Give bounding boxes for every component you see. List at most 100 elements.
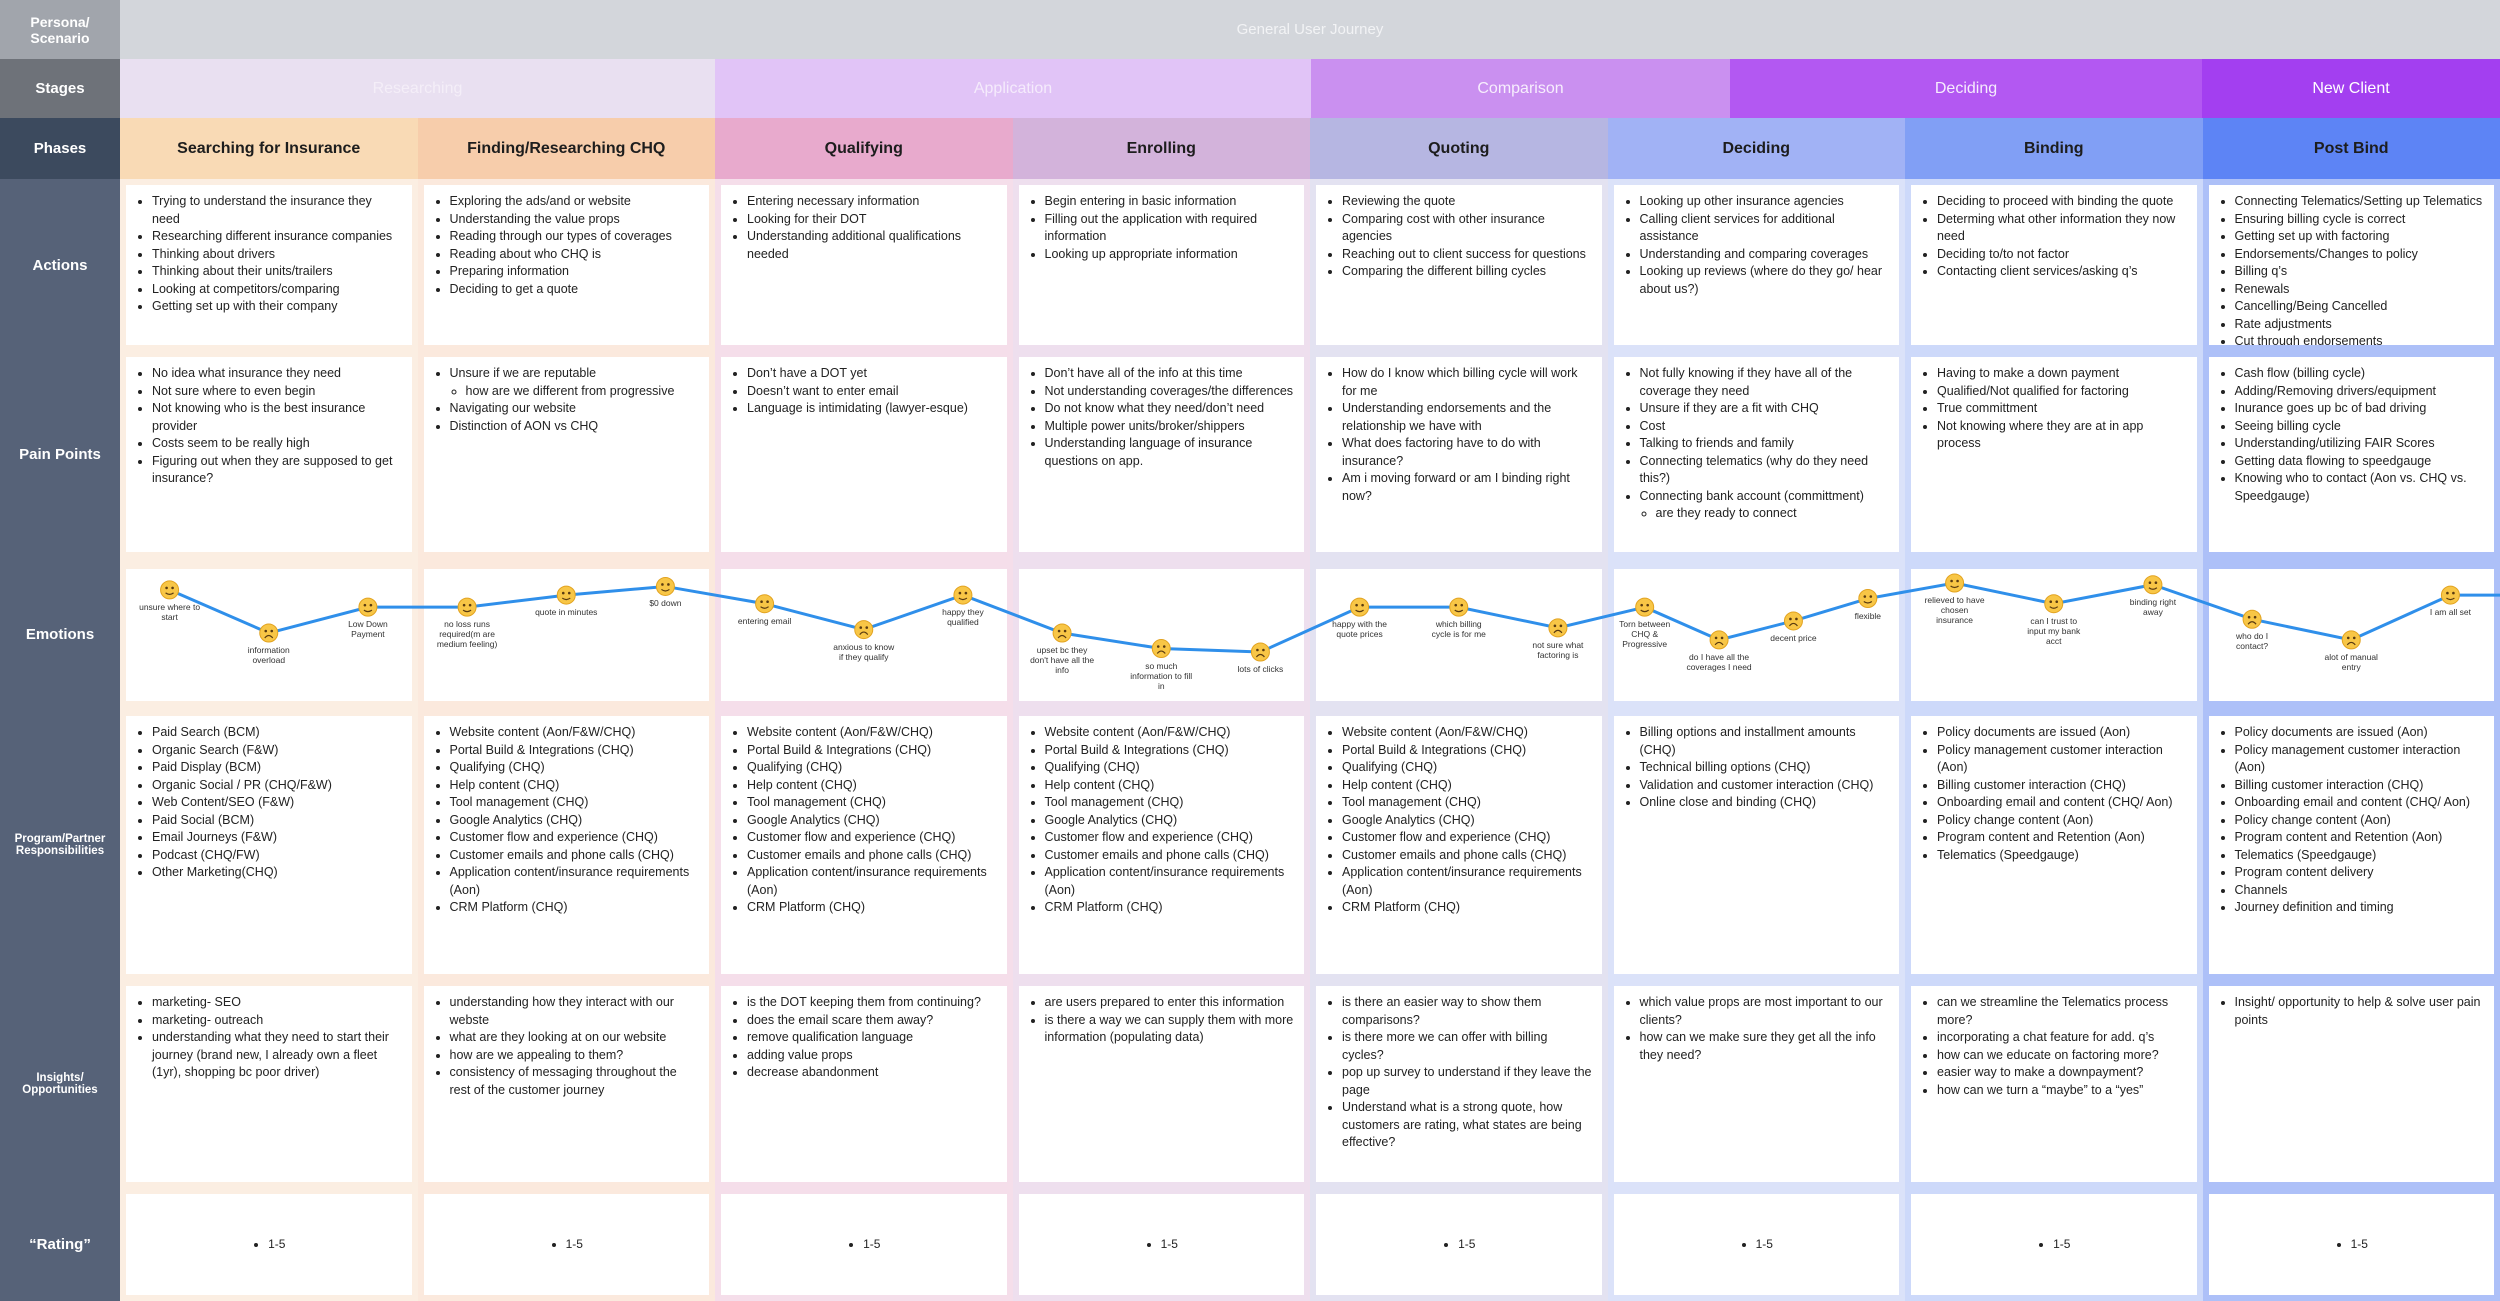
bullet-list: marketing- SEOmarketing- outreachunderst… [136,994,402,1082]
emotion-face [1635,597,1655,617]
emotion-face [2341,630,2361,650]
bullet: Journey definition and timing [2235,899,2485,917]
bullet: Portal Build & Integrations (CHQ) [747,742,997,760]
bullet: Podcast (CHQ/FW) [152,847,402,865]
bullet: consistency of messaging throughout the … [450,1064,700,1099]
bullet: Endorsements/Changes to policy [2235,246,2485,264]
bullet: Billing options and installment amounts … [1640,724,1890,759]
bullet: Getting set up with their company [152,298,402,316]
card: Website content (Aon/F&W/CHQ)Portal Buil… [1018,716,1304,974]
phase: Binding [1905,118,2203,179]
bullet: Multiple power units/broker/shippers [1045,418,1295,436]
bullet-list: 1-5 [2037,1236,2070,1254]
bullet: is there an easier way to show them comp… [1342,994,1592,1029]
bullet: 1-5 [1458,1236,1475,1254]
bullet-text: Connecting bank account (committment) [1639,488,1864,503]
bullet: 1-5 [2053,1236,2070,1254]
emotion-label: unsure where to start [139,601,201,622]
row-label: Emotions [25,625,95,643]
bullet: Cash flow (billing cycle) [2235,365,2485,383]
bullet: Tool management (CHQ) [1045,794,1295,812]
bullet: Website content (Aon/F&W/CHQ) [747,724,997,742]
bullet: Onboarding email and content (CHQ/ Aon) [1937,794,2187,812]
card: Website content (Aon/F&W/CHQ)Portal Buil… [1316,716,1602,974]
bullet-list: which value props are most important to … [1624,994,1890,1064]
bullet: Distinction of AON vs CHQ [450,418,700,436]
bullet: Tool management (CHQ) [747,794,997,812]
bullet: Researching different insurance companie… [152,228,402,246]
bullet: Portal Build & Integrations (CHQ) [1045,742,1295,760]
bullet: Tool management (CHQ) [450,794,700,812]
bullet: Rate adjustments [2235,316,2485,334]
bullet: Organic Search (F&W) [152,742,402,760]
bullet: Entering necessary information [747,193,997,211]
bullet-list: are users prepared to enter this informa… [1029,994,1295,1047]
stage: Application [715,59,1311,118]
bullet: Portal Build & Integrations (CHQ) [1342,742,1592,760]
bullet: Google Analytics (CHQ) [1045,812,1295,830]
bullet: Online close and binding (CHQ) [1640,794,1890,812]
bullet: Not knowing where they are at in app pro… [1937,418,2187,453]
bullet: Don’t have a DOT yet [747,365,997,383]
bullet: adding value props [747,1047,997,1065]
card: 1-5 [721,1194,1007,1295]
emotion-face [457,597,477,617]
bullet-list: 1-5 [550,1236,583,1254]
card: can we streamline the Telematics process… [1911,986,2197,1182]
bullet-list: Exploring the ads/and or websiteUndersta… [434,193,700,298]
bullet-list: Trying to understand the insurance they … [136,193,402,316]
bullet: Program content and Retention (Aon) [1937,829,2187,847]
bullet-list: 1-5 [2335,1236,2368,1254]
bullet: Paid Display (BCM) [152,759,402,777]
emotion-label: do I have all the coverages I need [1686,651,1752,672]
emotion-face [2242,609,2262,629]
bullet: Exploring the ads/and or website [450,193,700,211]
bullet: how can we turn a “maybe” to a “yes” [1937,1082,2187,1100]
bullet: Website content (Aon/F&W/CHQ) [450,724,700,742]
card: No idea what insurance they needNot sure… [126,357,412,552]
bullet: easier way to make a downpayment? [1937,1064,2187,1082]
bullet: Customer flow and experience (CHQ) [1342,829,1592,847]
bullet: Website content (Aon/F&W/CHQ) [1342,724,1592,742]
bullet: Contacting client services/asking q’s [1937,263,2187,281]
bullet: Deciding to/to not factor [1937,246,2187,264]
bullet-list: Begin entering in basic informationFilli… [1029,193,1295,263]
bullet: Inurance goes up bc of bad driving [2235,400,2485,418]
card: Don’t have all of the info at this timeN… [1018,357,1304,552]
bullet: Understanding additional qualifications … [747,228,997,263]
bullet-list: Website content (Aon/F&W/CHQ)Portal Buil… [1029,724,1295,917]
bullet: How do I know which billing cycle will w… [1342,365,1592,400]
emotion-face [1783,611,1803,631]
emotion-face [1548,618,1568,638]
emotion-label: lots of clicks [1237,664,1284,674]
row-label: Phases [0,118,120,179]
phase: Post Bind [2202,118,2500,179]
bullet: What does factoring have to do with insu… [1342,435,1592,470]
bullet: 1-5 [1161,1236,1178,1254]
bullet: Filling out the application with require… [1045,211,1295,246]
bullet: are users prepared to enter this informa… [1045,994,1295,1012]
card: Exploring the ads/and or websiteUndersta… [423,185,709,345]
stage: Researching [120,59,715,118]
bullet: what are they looking at on our website [450,1029,700,1047]
bullet: Qualified/Not qualified for factoring [1937,383,2187,401]
card: Not fully knowing if they have all of th… [1613,357,1899,552]
emotion-label: so much information to fill in [1130,660,1193,691]
bullet: marketing- SEO [152,994,402,1012]
bullet: marketing- outreach [152,1012,402,1030]
bullet: CRM Platform (CHQ) [1045,899,1295,917]
card: 1-5 [1911,1194,2197,1295]
bullet: Not knowing who is the best insurance pr… [152,400,402,435]
emotion-face [2044,594,2064,614]
phase: Qualifying [715,118,1013,179]
bullet: Looking for their DOT [747,211,997,229]
bullet: Adding/Removing drivers/equipment [2235,383,2485,401]
bullet: is there a way we can supply them with m… [1045,1012,1295,1047]
bullet: Reviewing the quote [1342,193,1592,211]
bullet: Begin entering in basic information [1045,193,1295,211]
bullet: pop up survey to understand if they leav… [1342,1064,1592,1099]
bullet: Tool management (CHQ) [1342,794,1592,812]
bullet: is the DOT keeping them from continuing? [747,994,997,1012]
bullet: Insight/ opportunity to help & solve use… [2235,994,2485,1029]
bullet: 1-5 [863,1236,880,1254]
